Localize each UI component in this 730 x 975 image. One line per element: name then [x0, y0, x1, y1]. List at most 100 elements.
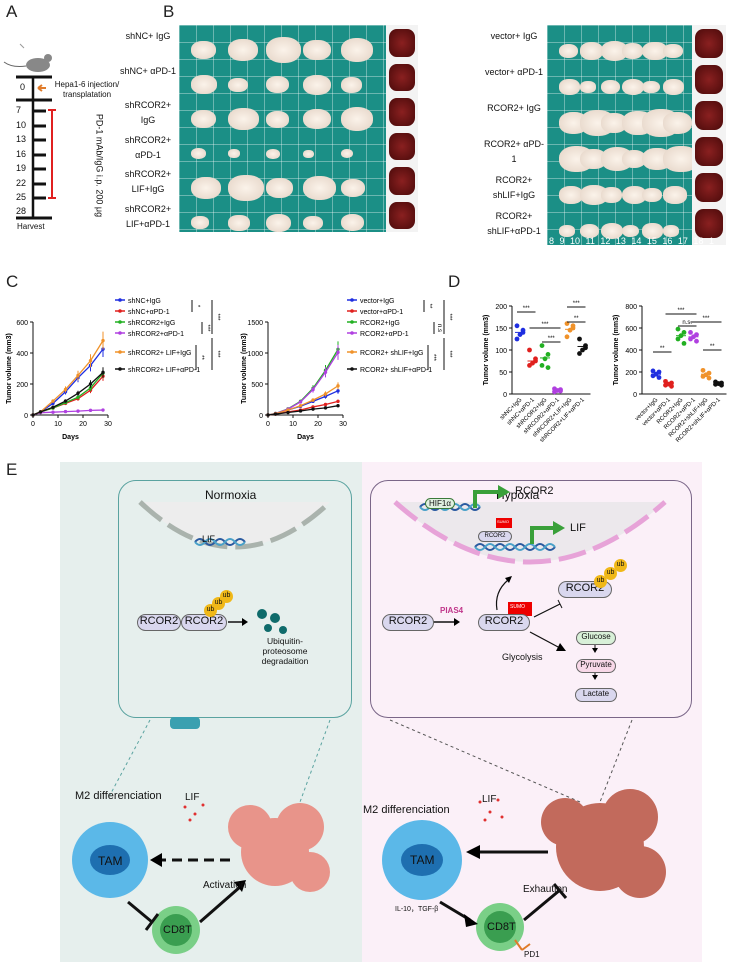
data-point: [527, 347, 532, 353]
data-point: [577, 336, 582, 342]
legend-marker: [118, 320, 122, 324]
y-tick-label: 1500: [247, 320, 263, 327]
data-point: [539, 363, 545, 368]
data-point: [688, 330, 693, 335]
rcor2-gene-label: RCOR2: [515, 485, 554, 497]
liver-specimen: [695, 137, 723, 166]
y-tick-label: 800: [625, 304, 637, 311]
liver-specimen: [695, 65, 723, 94]
significance-mark: n.s: [436, 324, 442, 332]
data-point: [336, 399, 340, 404]
legend-label: shRCOR2+αPD-1: [128, 331, 184, 338]
tumor-specimen: [559, 43, 579, 59]
sumo-tag: [508, 602, 532, 616]
ubiquitin-tag: ub: [604, 567, 617, 580]
liver-specimen: [695, 209, 723, 238]
tumor-specimen: [642, 187, 662, 203]
timeline-day-label: 28: [16, 206, 27, 216]
group-label: RCOR2+ shLIF+αPD-1: [487, 211, 541, 236]
data-point: [681, 330, 687, 335]
tumor-cell-cluster: [228, 803, 330, 892]
data-point: [88, 359, 93, 363]
data-point: [577, 351, 582, 356]
glycolysis-label: Glycolysis: [502, 652, 543, 662]
m2-label: M2 differenciation: [75, 790, 162, 802]
x-tick-label: 0: [266, 421, 270, 428]
group-label: shNC+ αPD-1: [120, 65, 176, 76]
significance-mark: ***: [446, 313, 452, 321]
data-point: [527, 363, 532, 368]
data-point: [706, 375, 712, 381]
legend-marker: [350, 320, 354, 324]
cd8-label-hypoxia: CD8T: [487, 921, 516, 933]
data-point: [539, 343, 545, 348]
significance-mark: ***: [677, 308, 685, 314]
dna-icon: [194, 538, 246, 546]
cd8-label: CD8T: [163, 924, 192, 936]
tumor-specimen: [621, 185, 648, 205]
data-point: [336, 350, 340, 355]
data-point: [286, 410, 290, 415]
tumor-specimen: [600, 222, 624, 240]
data-point: [266, 413, 270, 417]
data-point: [336, 389, 340, 393]
data-point: [273, 412, 278, 416]
y-tick-label: 100: [495, 348, 507, 355]
data-point: [700, 367, 706, 373]
y-tick-label: 1000: [247, 351, 263, 358]
timeline-day-label: 13: [16, 134, 27, 144]
legend-label: RCOR2+αPD-1: [360, 331, 409, 338]
data-point: [76, 395, 80, 399]
timeline-day-label: 10: [16, 120, 27, 130]
tumor-specimen: [559, 79, 581, 95]
data-point: [51, 405, 55, 409]
tumor-specimen: [663, 112, 693, 134]
group-label: shRCOR2+ IgG: [124, 100, 172, 125]
data-point: [336, 384, 340, 388]
tumor-specimen: [642, 80, 660, 94]
data-point: [76, 373, 80, 378]
data-point: [298, 400, 303, 404]
data-point: [323, 370, 328, 374]
panel-label-d: D: [448, 272, 461, 291]
y-tick-label: 0: [633, 392, 637, 399]
tumor-specimen: [621, 150, 647, 168]
harvest-label: Harvest: [17, 222, 45, 231]
tumor-specimen: [191, 148, 207, 160]
tumor-specimen: [228, 108, 259, 131]
ubiquitin-tag: ub: [220, 590, 233, 603]
liver-specimen: [389, 63, 415, 91]
significance-mark: **: [198, 355, 204, 360]
significance-mark: **: [660, 346, 665, 352]
transcription-arrow-icon: [473, 490, 500, 508]
tumor-specimen: [191, 75, 217, 95]
legend-marker: [350, 331, 354, 335]
timeline-day-label: 7: [16, 105, 22, 115]
tumor-specimen: [191, 216, 209, 230]
y-tick-label: 400: [16, 351, 28, 358]
series-line: [32, 340, 104, 416]
x-tick-label: 30: [339, 421, 347, 428]
liver-specimen: [389, 98, 415, 126]
tumor-specimen: [579, 81, 596, 93]
y-tick-label: 200: [495, 304, 507, 311]
data-point: [311, 407, 315, 411]
x-tick-label: 0: [31, 421, 35, 428]
tumor-cell-cluster: [541, 789, 666, 898]
data-point: [76, 409, 80, 413]
lif-secreted-label-hypoxia: LIF: [482, 794, 497, 805]
pd1-receptor-icon: [514, 939, 531, 951]
data-point: [694, 338, 699, 344]
tumor-specimen: [303, 109, 332, 130]
liver-photo-right: [692, 25, 726, 245]
data-point: [311, 398, 315, 402]
significance-mark: ***: [573, 301, 581, 307]
group-label: shRCOR2+ αPD-1: [124, 134, 172, 160]
tumor-specimen: [340, 179, 366, 198]
x-axis-label: Days: [297, 434, 314, 441]
y-tick-label: 400: [625, 348, 637, 355]
tumor-specimen: [265, 148, 280, 159]
ruler-numbers: 8 9 10 11 12 13 14 15 16 17 18 1: [549, 236, 714, 246]
rcor2-node: RCOR2: [137, 614, 181, 631]
